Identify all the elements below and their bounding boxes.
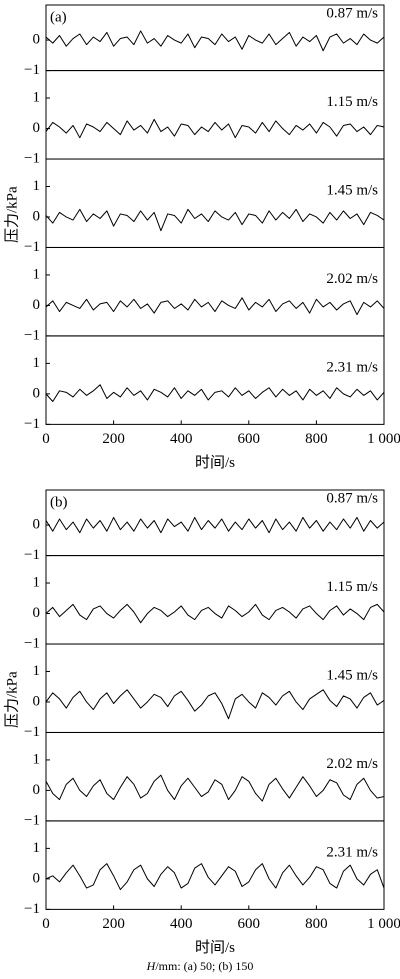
signal-line	[45, 30, 385, 52]
subplot-frame	[45, 70, 385, 160]
subplot-frame	[45, 820, 385, 910]
signal-line	[45, 603, 385, 624]
y-tick-label: 0	[33, 782, 41, 798]
caption-var: H	[146, 959, 157, 973]
y-tick-label: 1	[33, 355, 41, 371]
subplot-frame	[45, 643, 385, 733]
x-tick-label: 0	[42, 916, 50, 932]
speed-label: 0.87 m/s	[326, 6, 378, 22]
y-axis-label: 压力/kPa	[3, 186, 20, 243]
y-tick-label: −1	[24, 812, 40, 828]
y-tick-label: 1	[33, 266, 41, 282]
y-tick-label: 0	[33, 32, 41, 48]
y-tick-label: 0	[33, 605, 41, 621]
y-tick-label: −1	[24, 150, 40, 166]
x-tick-label: 1 000	[367, 431, 400, 447]
y-axis-label: 压力/kPa	[3, 671, 20, 728]
subplot-frame	[45, 246, 385, 337]
signal-line	[45, 208, 385, 232]
y-tick-label: 0	[33, 693, 41, 709]
signal-line	[45, 297, 385, 316]
signal-line	[45, 516, 385, 534]
y-tick-label: 0	[33, 517, 41, 533]
subplot-frame	[45, 158, 385, 248]
y-tick-label: 0	[33, 297, 41, 313]
speed-label: 1.45 m/s	[326, 667, 378, 683]
panel-label: (b)	[50, 494, 68, 510]
subplot-frame	[45, 335, 385, 425]
y-tick-label: −1	[24, 635, 40, 651]
x-tick-label: 800	[305, 916, 328, 932]
speed-label: 1.15 m/s	[326, 579, 378, 595]
speed-label: 1.15 m/s	[326, 94, 378, 110]
panel-label: (a)	[50, 9, 67, 25]
x-tick-label: 800	[305, 431, 328, 447]
subplot-frame	[45, 731, 385, 822]
x-tick-label: 600	[238, 916, 261, 932]
subplot-frame	[45, 555, 385, 645]
y-tick-label: 0	[33, 870, 41, 886]
signal-line	[45, 689, 385, 720]
y-tick-label: 1	[33, 751, 41, 767]
y-tick-label: −1	[24, 901, 40, 917]
signal-line	[45, 384, 385, 402]
y-tick-label: −1	[24, 547, 40, 563]
caption-text: /mm: (a) 50; (b) 150	[155, 959, 253, 973]
x-tick-label: 1 000	[367, 916, 400, 932]
y-tick-label: −1	[24, 62, 40, 78]
y-tick-label: 1	[33, 574, 41, 590]
signal-line	[45, 774, 385, 802]
x-axis-label: 时间/s	[195, 454, 235, 471]
y-tick-label: 1	[33, 663, 41, 679]
y-tick-label: 1	[33, 840, 41, 856]
y-tick-label: −1	[24, 416, 40, 432]
speed-label: 2.31 m/s	[326, 844, 378, 860]
y-tick-label: 0	[33, 120, 41, 136]
speed-label: 2.31 m/s	[326, 359, 378, 375]
x-axis-label: 时间/s	[195, 939, 235, 956]
y-tick-label: −1	[24, 239, 40, 255]
y-tick-label: 1	[33, 178, 41, 194]
speed-label: 1.45 m/s	[326, 182, 378, 198]
speed-label: 2.02 m/s	[326, 271, 378, 287]
x-tick-label: 400	[170, 916, 193, 932]
y-tick-label: 0	[33, 385, 41, 401]
x-tick-label: 200	[102, 431, 125, 447]
speed-label: 2.02 m/s	[326, 756, 378, 772]
y-tick-label: −1	[24, 327, 40, 343]
y-tick-label: −1	[24, 724, 40, 740]
x-tick-label: 600	[238, 431, 261, 447]
x-tick-label: 200	[102, 916, 125, 932]
x-tick-label: 400	[170, 431, 193, 447]
x-tick-label: 0	[42, 431, 50, 447]
signal-line	[45, 863, 385, 891]
caption: H/mm: (a) 50; (b) 150	[146, 959, 254, 973]
signal-line	[45, 118, 385, 139]
speed-label: 0.87 m/s	[326, 491, 378, 507]
y-tick-label: 0	[33, 208, 41, 224]
y-tick-label: 1	[33, 89, 41, 105]
